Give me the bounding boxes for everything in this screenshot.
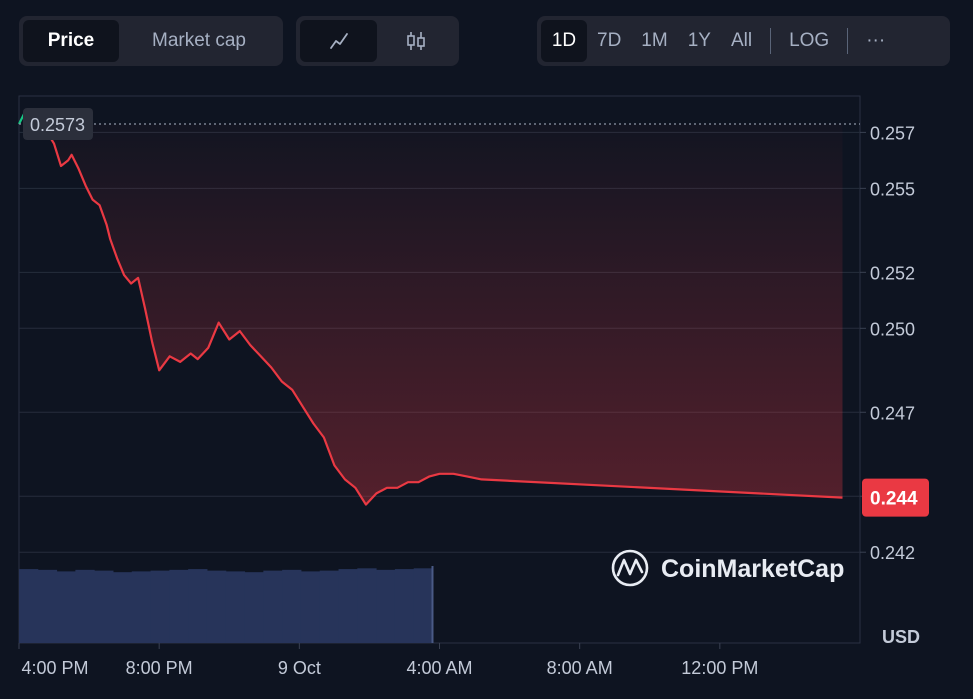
metric-toggle: Price Market cap	[19, 16, 283, 66]
range-all-button[interactable]: All	[730, 30, 753, 51]
candlestick-icon	[406, 32, 425, 50]
watermark: CoinMarketCap	[611, 549, 844, 587]
volume-bar	[244, 572, 264, 643]
volume-bar	[19, 569, 39, 643]
coinmarketcap-logo-icon	[611, 549, 649, 587]
y-tick-label: 0.255	[870, 179, 915, 199]
current-price-label: 0.244	[862, 478, 929, 517]
open-price-text: 0.2573	[30, 115, 85, 135]
price-area-fill	[45, 124, 843, 505]
price-line-down	[44, 123, 843, 506]
volume-bar	[376, 569, 396, 643]
time-range-selector: 1D 7D 1M 1Y All LOG ···	[537, 16, 950, 66]
y-tick-label: 0.252	[870, 263, 915, 283]
x-tick-label: 8:00 AM	[547, 658, 613, 678]
range-7d-button[interactable]: 7D	[597, 30, 622, 51]
watermark-text: CoinMarketCap	[661, 555, 844, 583]
x-axis: 4:00 PM 8:00 PM 9 Oct 4:00 AM 8:00 AM 12:00 P…	[18, 643, 758, 678]
current-price-text: 0.244	[870, 489, 918, 510]
volume-bar	[263, 570, 283, 643]
price-tab[interactable]: Price	[23, 20, 119, 62]
range-1m-button[interactable]: 1M	[641, 30, 668, 51]
volume-bar	[37, 569, 58, 643]
line-chart-icon	[329, 33, 348, 49]
x-tick-label: 8:00 PM	[126, 658, 193, 678]
candlestick-view-button[interactable]	[377, 20, 454, 62]
log-scale-button[interactable]: LOG	[789, 30, 830, 51]
chart-view-toggle	[296, 16, 459, 66]
y-tick-label: 0.242	[870, 543, 915, 563]
currency-label: USD	[882, 627, 920, 647]
volume-bar	[357, 568, 377, 643]
chart-toolbar: Price Market cap 1D 7D 1M 1Y All LOG ···	[0, 0, 973, 80]
volume-bar	[319, 570, 340, 643]
x-tick-label: 9 Oct	[278, 658, 321, 678]
volume-bar	[150, 570, 170, 643]
volume-bar	[206, 570, 227, 643]
volume-bar	[131, 571, 152, 643]
volume-bar	[56, 571, 76, 643]
volume-bar	[394, 569, 415, 643]
market-cap-tab[interactable]: Market cap	[152, 30, 246, 51]
y-tick-label: 0.257	[870, 123, 915, 143]
y-tick-label: 0.247	[870, 403, 915, 423]
divider	[847, 28, 849, 54]
volume-bar	[169, 569, 189, 643]
volume-bar	[300, 571, 321, 643]
y-tick-label: 0.250	[870, 319, 915, 339]
volume-bar	[94, 570, 114, 643]
line-view-button[interactable]	[300, 20, 377, 62]
volume-bar	[188, 569, 208, 643]
range-1y-button[interactable]: 1Y	[687, 30, 711, 51]
divider	[770, 28, 772, 54]
volume-bar	[112, 572, 133, 643]
volume-bar	[75, 569, 95, 643]
range-1d-button[interactable]: 1D	[541, 20, 587, 62]
volume-bar	[338, 569, 358, 643]
more-options-button[interactable]: ···	[866, 30, 886, 51]
x-tick-label: 4:00 PM	[21, 658, 88, 678]
volume-bar	[225, 571, 246, 643]
open-price-label: 0.2573	[23, 107, 93, 140]
volume-bars	[19, 566, 434, 643]
volume-bar	[413, 568, 433, 643]
volume-bar	[282, 569, 302, 643]
x-tick-label: 12:00 PM	[681, 658, 758, 678]
x-tick-label: 4:00 AM	[406, 658, 472, 678]
